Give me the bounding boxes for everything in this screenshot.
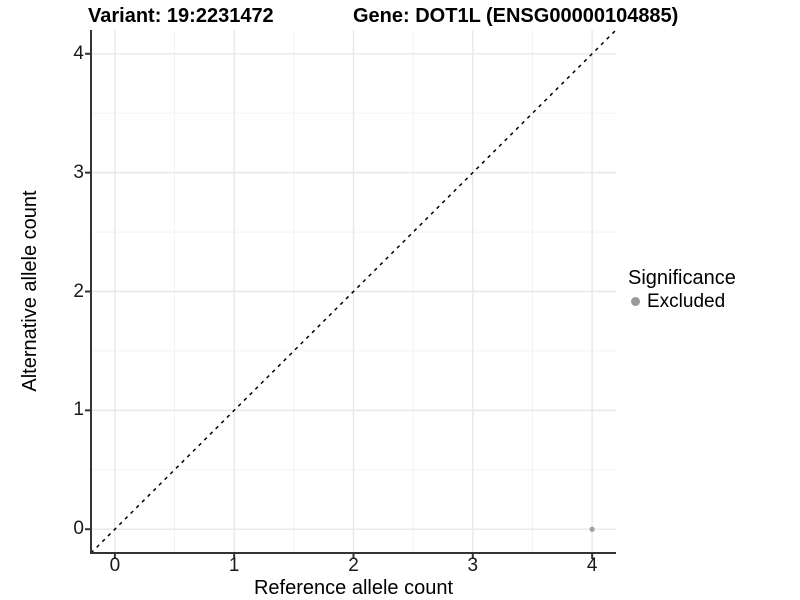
identity-dashed-line	[90, 29, 617, 554]
legend-key-dot-icon	[631, 297, 640, 306]
y-tick-label: 2	[73, 280, 84, 302]
y-tick-label: 1	[73, 399, 84, 421]
legend-entry-label: Excluded	[647, 291, 726, 312]
y-axis-title: Alternative allele count	[19, 190, 41, 392]
legend: Significance Excluded	[628, 267, 736, 312]
legend-entries: Excluded	[628, 291, 736, 312]
x-tick-label: 0	[109, 555, 121, 576]
y-tick-label: 3	[73, 161, 84, 183]
x-axis-title: Reference allele count	[253, 577, 453, 599]
x-tick-label: 2	[348, 555, 359, 576]
x-tick-label: 1	[228, 555, 240, 576]
x-tick-label: 4	[586, 555, 598, 576]
y-tick-label: 0	[73, 518, 84, 540]
plot-title-variant: Variant: 19:2231472	[88, 5, 274, 27]
legend-entry: Excluded	[628, 291, 736, 312]
y-tick-label: 4	[73, 42, 84, 64]
plot-title-gene: Gene: DOT1L (ENSG00000104885)	[353, 5, 679, 27]
legend-title: Significance	[628, 267, 736, 289]
x-tick-label: 3	[467, 555, 479, 576]
data-point	[589, 526, 595, 532]
